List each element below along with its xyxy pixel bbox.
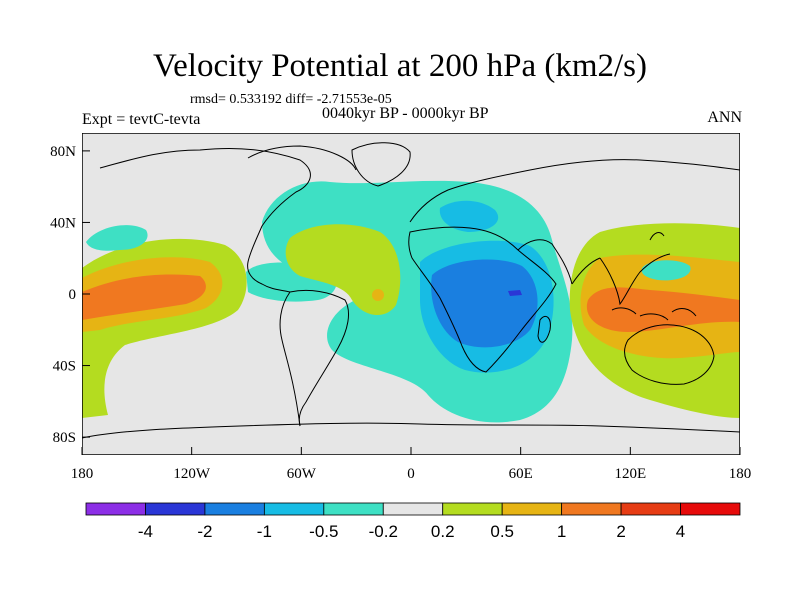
y-tick-label: 40N <box>50 215 76 231</box>
y-tick-label: 80S <box>53 430 76 446</box>
colorbar-swatch <box>620 502 681 516</box>
season-label: ANN <box>707 109 742 126</box>
x-tick-label: 60W <box>287 466 317 482</box>
colorbar-swatch <box>204 502 265 516</box>
pacific-positive-max <box>82 274 206 320</box>
x-tick-label: 0 <box>407 466 415 482</box>
colorbar-label: -0.2 <box>369 522 398 541</box>
arabia-negative-patch <box>439 200 499 232</box>
indopacific-negative-patch <box>641 260 691 281</box>
map-title: Velocity Potential at 200 hPa (km2/s) <box>152 48 648 84</box>
colorbar-label: 1 <box>557 522 566 541</box>
colorbar-label: 0.5 <box>490 522 514 541</box>
colorbar-swatch <box>561 502 622 516</box>
colorbar-label: 2 <box>616 522 625 541</box>
colorbar-swatch <box>263 502 325 516</box>
colorbar-label: -4 <box>138 522 153 541</box>
y-tick-label: 80N <box>50 144 76 160</box>
colorbar-label: -1 <box>257 522 272 541</box>
colorbar-label: 4 <box>676 522 685 541</box>
y-axis: 80N 40N 0 40S 80S <box>50 144 90 446</box>
x-axis: 180 120W 60W 0 60E 120E 180 <box>71 447 752 482</box>
colorbar: -4 -2 -1 -0.5 -0.2 0.2 0.5 1 2 4 <box>85 502 741 541</box>
pacific-negative-patch <box>86 225 148 251</box>
experiment-label: Expt = tevtC-tevta <box>82 111 201 128</box>
africa-negative-max <box>431 259 538 348</box>
colorbar-label: -0.5 <box>309 522 338 541</box>
colorbar-swatch <box>442 502 503 516</box>
colorbar-swatch <box>323 502 384 516</box>
colorbar-swatch <box>145 502 206 516</box>
y-tick-label: 0 <box>69 287 77 303</box>
stats-line: rmsd= 0.533192 diff= -2.71553e-05 <box>190 92 392 107</box>
atlantic-positive-pocket <box>285 224 401 316</box>
period-label: 0040kyr BP - 0000kyr BP <box>322 105 489 122</box>
x-tick-label: 180 <box>729 466 752 482</box>
indopacific-positive-max <box>586 287 740 332</box>
colorbar-swatch <box>501 502 563 516</box>
y-tick-label: 40S <box>53 359 76 375</box>
x-tick-label: 120E <box>614 466 646 482</box>
map-field <box>82 133 740 455</box>
colorbar-swatch <box>680 502 741 516</box>
colorbar-label: 0.2 <box>431 522 455 541</box>
colorbar-swatch <box>85 502 146 516</box>
x-tick-label: 120W <box>173 466 211 482</box>
x-tick-label: 60E <box>509 466 533 482</box>
africa-negative-peak <box>508 290 522 296</box>
coastlines <box>82 142 740 439</box>
x-tick-label: 180 <box>71 466 94 482</box>
colorbar-label: -2 <box>197 522 212 541</box>
atlantic-positive-dot <box>372 289 384 301</box>
colorbar-swatch <box>382 502 444 516</box>
